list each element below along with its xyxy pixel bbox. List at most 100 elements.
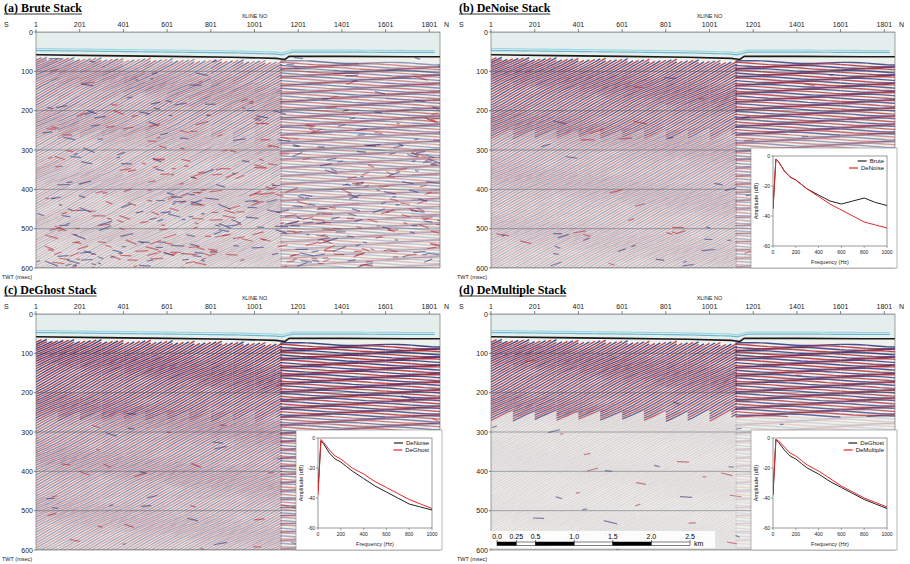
noise	[290, 254, 300, 256]
noise	[195, 223, 199, 224]
reflector	[80, 200, 102, 213]
noise	[66, 150, 73, 152]
reflector	[271, 248, 282, 253]
reflector	[359, 180, 385, 181]
reflector	[333, 230, 359, 232]
noise	[276, 194, 284, 196]
reflector	[412, 174, 438, 176]
reflector	[307, 258, 333, 259]
water-band	[36, 50, 435, 54]
noise	[206, 114, 210, 116]
reflector	[385, 126, 411, 128]
reflector	[359, 203, 385, 205]
reflector	[385, 121, 411, 123]
reflector	[438, 175, 440, 177]
noise	[218, 204, 230, 209]
noise	[294, 259, 297, 260]
reflector	[281, 165, 307, 167]
reflector	[438, 90, 440, 92]
reflector	[438, 164, 440, 166]
reflector	[359, 194, 385, 195]
reflector	[438, 102, 440, 104]
reflector	[412, 124, 438, 126]
reflector	[359, 118, 385, 119]
reflector	[385, 242, 411, 243]
reflector	[412, 256, 438, 258]
reflector	[359, 143, 385, 145]
reflector	[333, 139, 359, 141]
reflector	[307, 73, 333, 75]
reflector	[123, 155, 145, 168]
reflector	[385, 186, 411, 187]
reflector	[359, 146, 385, 148]
reflector	[281, 240, 307, 242]
reflector	[438, 214, 440, 216]
noise	[136, 211, 143, 212]
reflector	[307, 265, 333, 267]
noise	[71, 210, 79, 211]
reflector	[281, 88, 307, 90]
reflector	[265, 220, 281, 229]
reflector	[281, 100, 307, 102]
reflector	[91, 261, 113, 268]
reflector	[359, 231, 385, 233]
reflector	[333, 225, 359, 227]
noise	[156, 247, 163, 248]
reflector	[438, 90, 440, 91]
noise	[127, 96, 132, 98]
reflector	[189, 164, 211, 177]
reflector	[281, 239, 307, 240]
noise	[318, 146, 325, 147]
reflector	[412, 180, 438, 181]
noise	[384, 192, 396, 194]
noise	[249, 102, 253, 104]
reflector	[281, 176, 307, 178]
reflector	[63, 264, 85, 268]
reflector	[412, 89, 438, 90]
reflector	[211, 217, 233, 230]
reflector	[260, 163, 282, 175]
reflector	[271, 213, 282, 218]
reflector	[58, 249, 80, 262]
noise	[313, 254, 325, 256]
reflector	[385, 101, 411, 103]
noise	[142, 163, 146, 165]
reflector	[385, 196, 411, 198]
reflector	[359, 74, 385, 76]
reflector	[412, 91, 438, 93]
noise	[223, 216, 236, 218]
noise	[77, 246, 88, 249]
reflector	[359, 95, 385, 97]
noise	[180, 130, 189, 132]
reflector	[438, 216, 440, 218]
reflector	[438, 170, 440, 172]
reflector	[385, 134, 411, 136]
reflector	[359, 68, 385, 70]
reflector	[438, 156, 440, 158]
reflector	[58, 197, 80, 210]
reflector	[281, 130, 307, 132]
reflector	[412, 177, 438, 179]
reflector	[307, 223, 333, 225]
reflector	[412, 99, 438, 101]
reflector	[438, 185, 440, 187]
reflector	[438, 165, 440, 167]
reflector	[359, 195, 385, 197]
reflector	[359, 236, 385, 238]
reflector	[359, 159, 385, 161]
reflector	[333, 114, 359, 116]
noise	[76, 259, 80, 260]
reflector	[359, 210, 385, 212]
noise	[102, 192, 107, 194]
reflector	[58, 199, 80, 212]
noise	[272, 253, 278, 254]
reflector	[307, 226, 333, 228]
reflector	[412, 146, 438, 148]
reflector	[412, 68, 438, 70]
reflector	[307, 99, 333, 100]
reflector	[359, 205, 385, 207]
reflector	[145, 160, 167, 173]
noise	[368, 219, 378, 222]
reflector	[438, 129, 440, 131]
reflector	[385, 129, 411, 131]
